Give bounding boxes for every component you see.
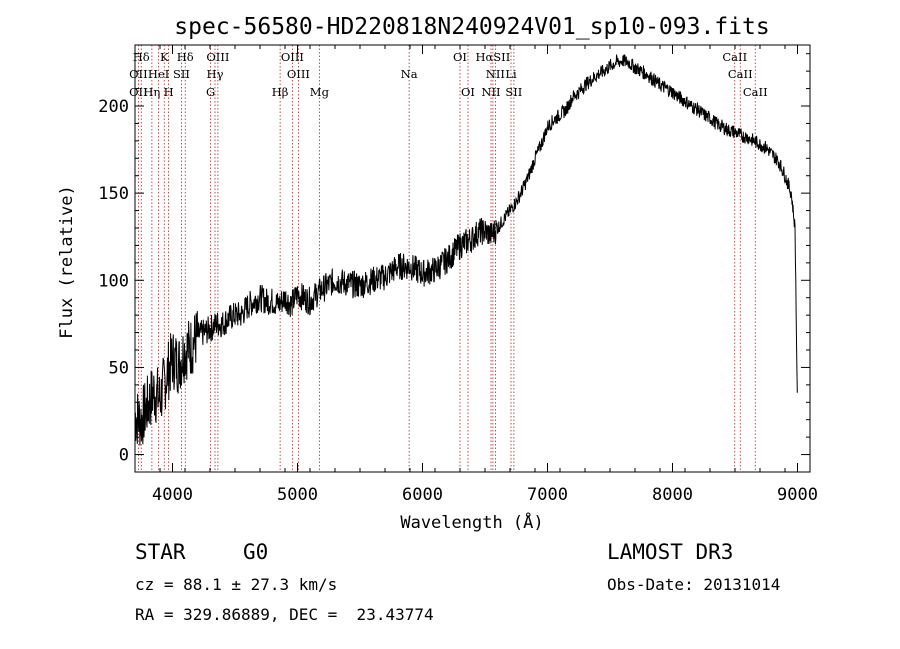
spectral-line-label: OIII: [281, 50, 304, 64]
y-axis-label: Flux (relative): [57, 185, 77, 339]
spectral-line-label: SII: [505, 85, 522, 99]
y-tick-label: 0: [119, 446, 129, 466]
spectral-line-label: HeI: [148, 67, 169, 81]
chart-title: spec-56580-HD220818N240924V01_sp10-093.f…: [174, 14, 769, 40]
plot-frame: [134, 44, 811, 473]
survey-name: LAMOST DR3: [607, 540, 734, 564]
x-axis-ticks: 4000 5000 6000 7000 8000 9000: [134, 45, 818, 505]
spectral-line-label: OI: [453, 50, 467, 64]
y-tick-label: 100: [98, 271, 129, 291]
spectral-line-label: Hβ: [272, 85, 289, 99]
spectral-line-label: OII: [129, 85, 148, 99]
spectral-line-label: Hδ: [177, 50, 194, 64]
spectral-line-label: OII: [129, 67, 148, 81]
x-axis-label: Wavelength (Å): [400, 511, 543, 533]
spectral-line-label: SII: [173, 67, 190, 81]
spectral-line-label: Hη: [143, 85, 160, 99]
spectral-line-label: CaII: [743, 85, 768, 99]
x-tick-label: 4000: [152, 485, 193, 505]
spectral-line-label: NII: [486, 67, 505, 81]
x-tick-label: 5000: [277, 485, 318, 505]
x-tick-label: 8000: [652, 485, 693, 505]
spectral-line-label: K: [160, 50, 169, 64]
spectrum-series-line: [134, 53, 798, 446]
object-class: STAR: [135, 540, 186, 564]
observation-date: Obs-Date: 20131014: [607, 575, 781, 594]
spectral-line-label: HαSII: [475, 50, 510, 64]
y-axis-ticks: 0 50 100 150 200: [98, 53, 810, 473]
spectral-line-label: OI: [461, 85, 475, 99]
spectral-line-label: Na: [401, 67, 418, 81]
spectral-line-label: Mg: [310, 85, 330, 99]
subclass: G0: [243, 540, 269, 564]
y-tick-label: 150: [98, 184, 129, 204]
spectral-line-label: NII: [481, 85, 500, 99]
x-tick-label: 7000: [527, 485, 568, 505]
y-tick-label: 50: [109, 358, 129, 378]
spectral-marker-lines: [137, 45, 756, 472]
spectral-line-label: CaII: [722, 50, 747, 64]
spectral-line-label: Li: [505, 67, 517, 81]
spectral-line-label: OIII: [287, 67, 310, 81]
coordinates: RA = 329.86889, DEC = 23.43774: [135, 605, 434, 624]
spectral-line-label: G: [206, 85, 215, 99]
y-tick-label: 200: [98, 97, 129, 117]
spectral-line-label: Hγ: [207, 67, 224, 81]
spectral-line-label: OIII: [206, 50, 229, 64]
x-tick-label: 6000: [402, 485, 443, 505]
x-tick-label: 9000: [777, 485, 818, 505]
spectral-line-label: H: [164, 85, 174, 99]
spectral-line-label: CaII: [728, 67, 753, 81]
redshift-velocity: cz = 88.1 ± 27.3 km/s: [135, 575, 338, 594]
